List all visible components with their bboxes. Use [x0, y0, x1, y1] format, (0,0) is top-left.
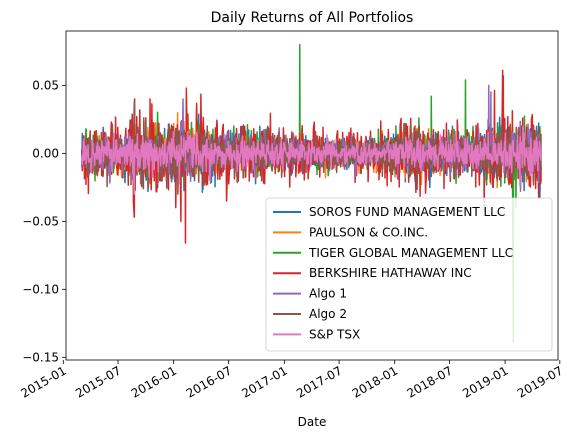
legend-entry-label: BERKSHIRE HATHAWAY INC	[309, 266, 472, 280]
y-tick-label: −0.10	[22, 282, 59, 296]
x-axis-label: Date	[298, 415, 327, 429]
legend-entry-label: Algo 2	[309, 307, 347, 321]
y-axis: 0.05 0.00 −0.05 −0.10 −0.15	[22, 78, 66, 364]
plot-frame	[65, 30, 559, 361]
legend-box	[265, 197, 553, 352]
y-tick-label: 0.00	[32, 146, 59, 160]
y-tick-label: −0.15	[22, 350, 59, 364]
legend-entry-label: SOROS FUND MANAGEMENT LLC	[309, 205, 505, 219]
legend: SOROS FUND MANAGEMENT LLC PAULSON & CO.IN…	[265, 197, 553, 352]
legend-entry-label: TIGER GLOBAL MANAGEMENT LLC	[308, 246, 513, 260]
chart-title: Daily Returns of All Portfolios	[211, 10, 414, 26]
y-tick-label: 0.05	[32, 78, 59, 92]
series-group	[80, 43, 542, 344]
legend-entry-label: Algo 1	[309, 287, 347, 301]
series-line-s-p-tsx	[80, 125, 542, 195]
legend-entry-label: S&P TSX	[309, 327, 360, 341]
y-tick-label: −0.05	[22, 214, 59, 228]
legend-entry-label: PAULSON & CO.INC.	[309, 225, 428, 239]
